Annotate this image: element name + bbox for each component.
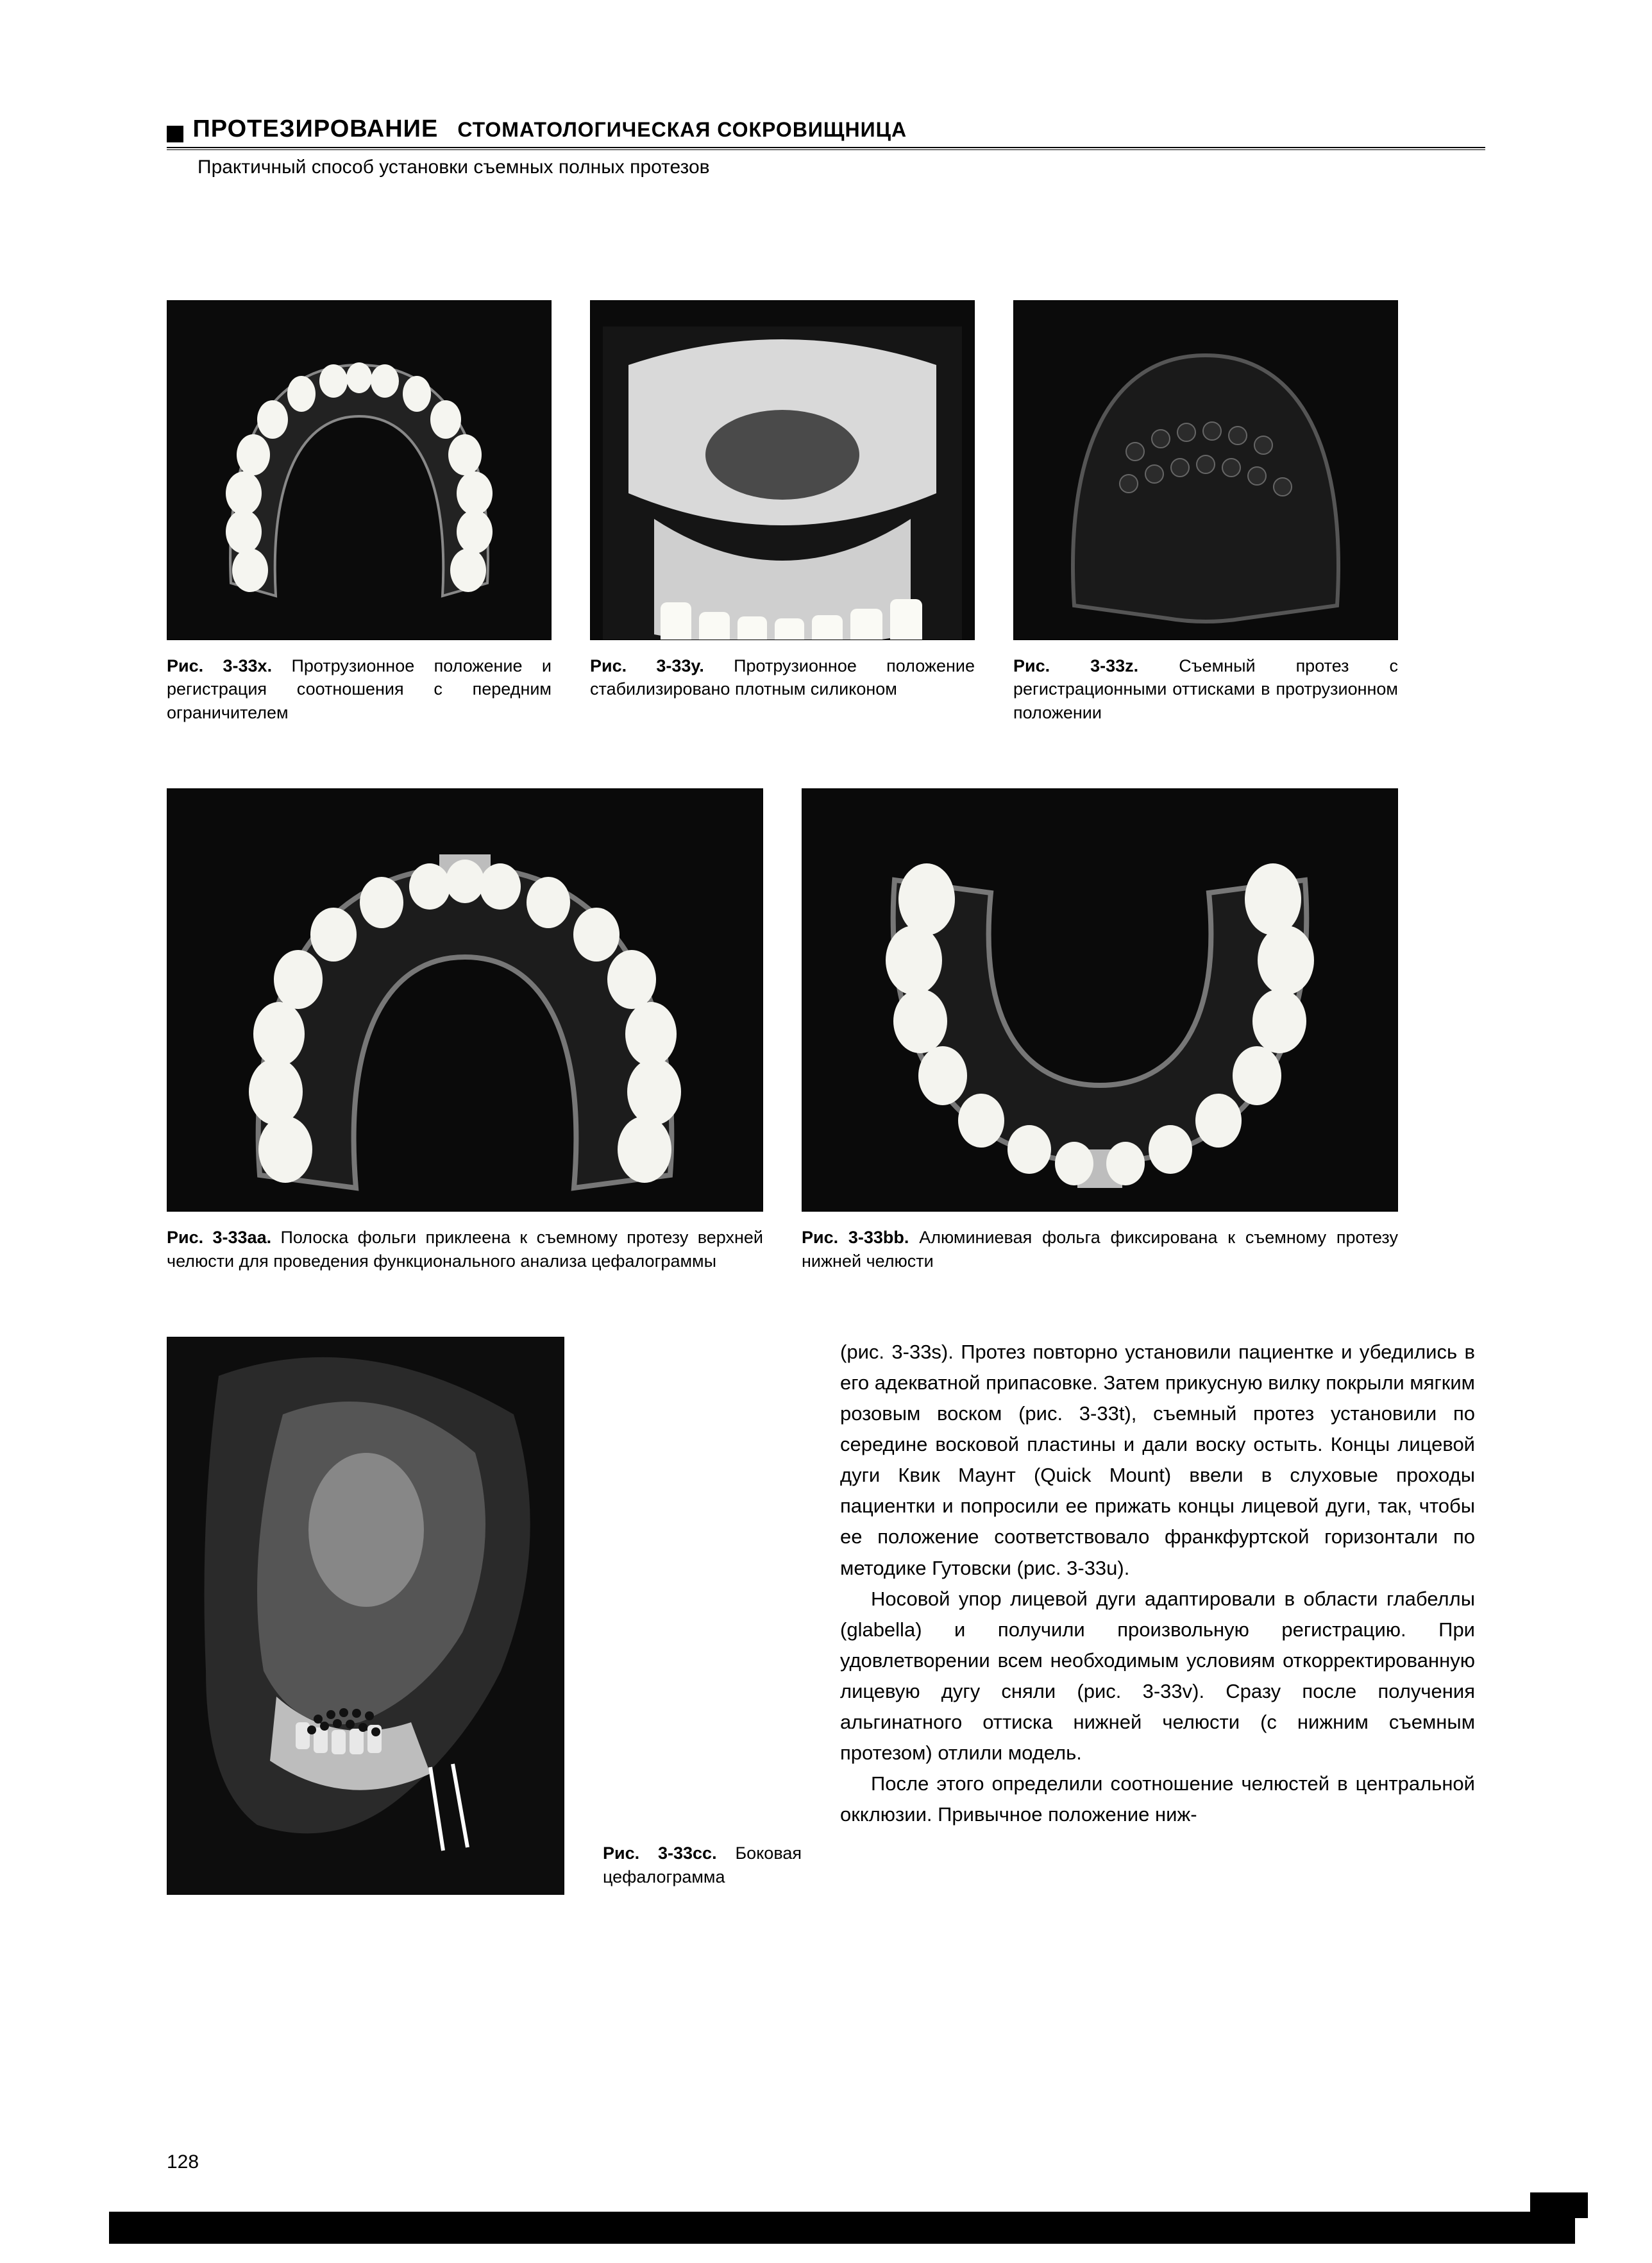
caption-label: Рис. 3-33z. <box>1013 656 1138 675</box>
figure-3-33y-image <box>590 300 975 640</box>
caption-label: Рис. 3-33y. <box>590 656 704 675</box>
figure-3-33x: Рис. 3-33x. Протрузионное положение и ре… <box>167 300 552 724</box>
figure-3-33y: Рис. 3-33y. Протрузионное положение стаб… <box>590 300 975 724</box>
footer-scan-bar <box>109 2212 1575 2244</box>
upper-denture-foil-icon <box>189 829 741 1212</box>
figure-3-33cc-caption-column: Рис. 3-33cc. Боковая цефалограмма <box>603 1337 802 1895</box>
cephalogram-icon <box>167 1337 564 1895</box>
figure-3-33aa-caption: Рис. 3-33aa. Полоска фольги приклеена к … <box>167 1226 763 1273</box>
denture-registration-icon <box>1039 336 1372 638</box>
figure-3-33y-caption: Рис. 3-33y. Протрузионное положение стаб… <box>590 654 975 701</box>
denture-arch-icon <box>192 339 526 634</box>
bullet-square-icon <box>167 126 183 142</box>
figure-3-33bb: Рис. 3-33bb. Алюминиевая фольга фиксиров… <box>802 788 1398 1273</box>
header-left: ПРОТЕЗИРОВАНИЕ <box>167 115 438 143</box>
header-subtitle: Практичный способ установки съемных полн… <box>167 149 1485 178</box>
body-paragraph-3: После этого определили соотношение челюс… <box>840 1768 1475 1830</box>
figure-row-3: Рис. 3-33x. Протрузионное положение и ре… <box>167 300 1485 724</box>
caption-label: Рис. 3-33cc. <box>603 1843 717 1863</box>
header-subcategory: СТОМАТОЛОГИЧЕСКАЯ СОКРОВИЩНИЦА <box>457 118 907 142</box>
figure-3-33cc <box>167 1337 564 1895</box>
mouth-silicone-icon <box>603 326 962 640</box>
figure-3-33aa: Рис. 3-33aa. Полоска фольги приклеена к … <box>167 788 763 1273</box>
body-paragraph-2: Носовой упор лицевой дуги адаптировали в… <box>840 1584 1475 1768</box>
lower-denture-foil-icon <box>824 829 1376 1212</box>
figure-3-33z: Рис. 3-33z. Съемный протез с регистрацио… <box>1013 300 1398 724</box>
figure-3-33bb-caption: Рис. 3-33bb. Алюминиевая фольга фиксиров… <box>802 1226 1398 1273</box>
bottom-section: Рис. 3-33cc. Боковая цефалограмма (рис. … <box>167 1337 1485 1895</box>
figure-3-33z-caption: Рис. 3-33z. Съемный протез с регистрацио… <box>1013 654 1398 724</box>
figure-3-33x-image <box>167 300 552 640</box>
figure-3-33cc-image <box>167 1337 564 1895</box>
caption-label: Рис. 3-33bb. <box>802 1228 909 1247</box>
caption-label: Рис. 3-33aa. <box>167 1228 271 1247</box>
body-paragraph-1: (рис. 3-33s). Протез повторно установили… <box>840 1337 1475 1583</box>
figure-row-2: Рис. 3-33aa. Полоска фольги приклеена к … <box>167 788 1485 1273</box>
figure-3-33cc-caption: Рис. 3-33cc. Боковая цефалограмма <box>603 1842 802 1888</box>
figure-3-33aa-image <box>167 788 763 1212</box>
caption-label: Рис. 3-33x. <box>167 656 272 675</box>
figure-3-33x-caption: Рис. 3-33x. Протрузионное положение и ре… <box>167 654 552 724</box>
page-number: 128 <box>167 2151 199 2173</box>
figure-3-33bb-image <box>802 788 1398 1212</box>
header-category: ПРОТЕЗИРОВАНИЕ <box>192 115 438 142</box>
body-text-column: (рис. 3-33s). Протез повторно установили… <box>840 1337 1475 1895</box>
figure-3-33z-image <box>1013 300 1398 640</box>
header: ПРОТЕЗИРОВАНИЕ СТОМАТОЛОГИЧЕСКАЯ СОКРОВИ… <box>167 115 1485 148</box>
